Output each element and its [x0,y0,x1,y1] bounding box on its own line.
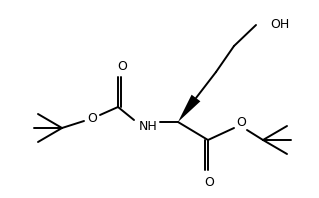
Text: NH: NH [139,121,157,133]
Text: O: O [236,116,246,129]
Text: O: O [117,61,127,73]
Text: O: O [204,175,214,188]
Text: OH: OH [270,17,289,30]
Text: O: O [87,112,97,126]
Polygon shape [178,95,200,122]
